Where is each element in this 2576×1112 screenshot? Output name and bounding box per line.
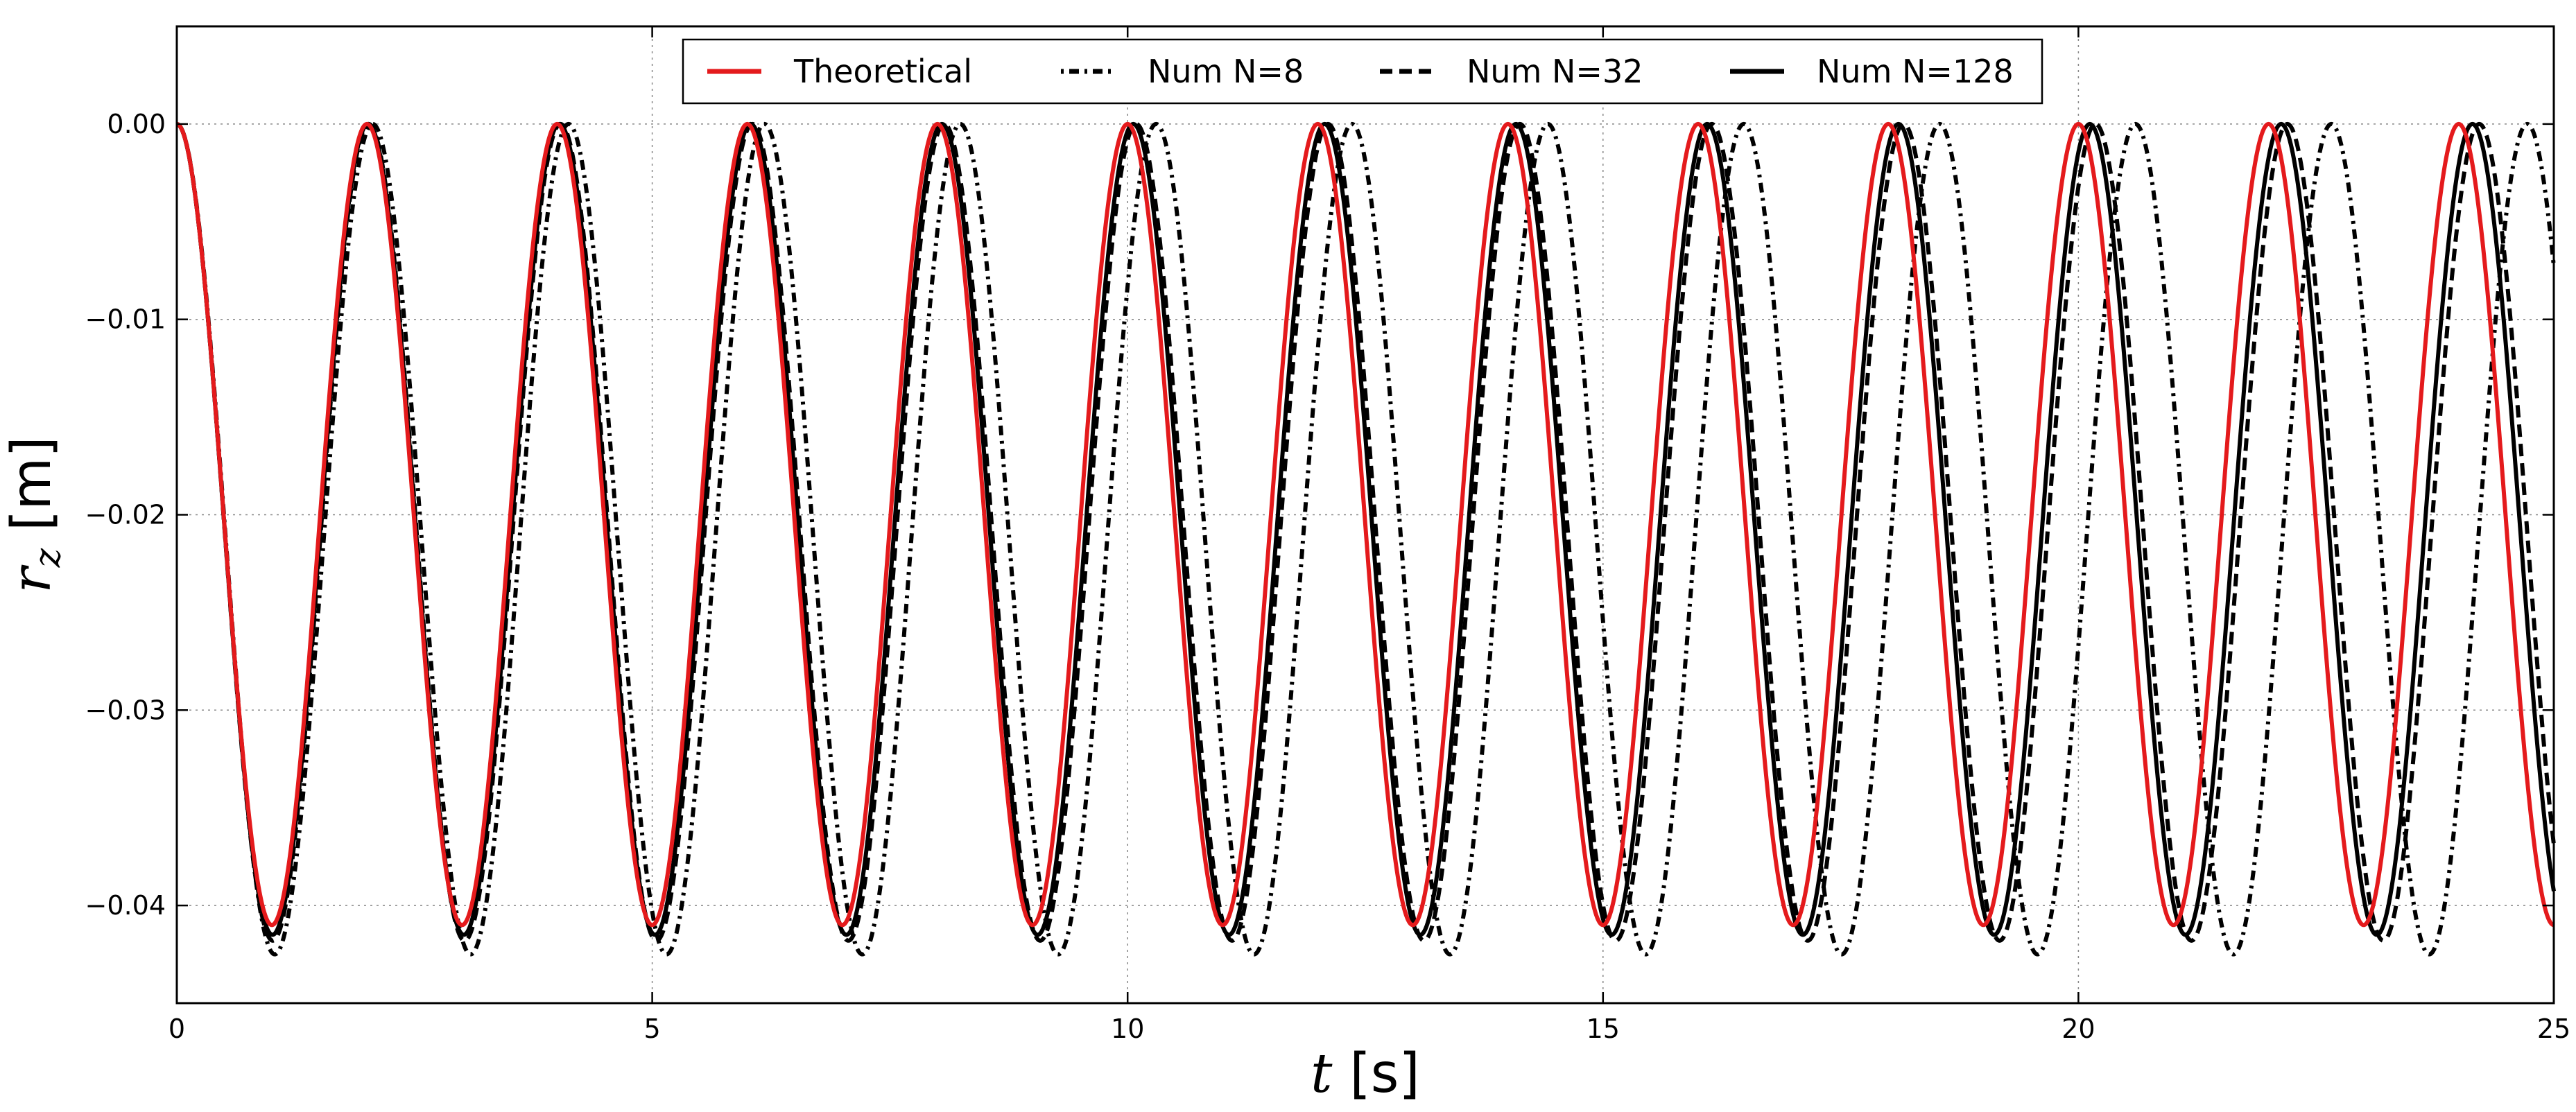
y-tick-label: −0.01 <box>85 304 166 335</box>
y-tick-label: −0.03 <box>85 695 166 725</box>
series-layer <box>175 121 2556 957</box>
y-tick-label: −0.04 <box>85 890 166 921</box>
y-axis-subscript: z <box>27 548 69 568</box>
legend-label: Theoretical <box>793 53 972 90</box>
x-axis-symbol: t <box>1311 1043 1333 1105</box>
y-axis-symbol: r <box>1 564 63 593</box>
x-tick-label: 10 <box>1111 1014 1144 1044</box>
ticks: 0 5 10 15 20 25 0.00 −0.01 −0.02 −0.03 −0.04 <box>85 26 2570 1044</box>
x-axis-label: t [s] <box>1311 1043 1420 1105</box>
x-tick-label: 15 <box>1587 1014 1620 1044</box>
legend-box <box>682 38 2043 105</box>
x-tick-label: 20 <box>2061 1014 2095 1044</box>
legend: Theoretical Num N=8 Num N=32 Num N=128 <box>682 38 2043 105</box>
x-tick-label: 25 <box>2537 1014 2570 1044</box>
y-axis-unit: [m] <box>1 436 63 548</box>
y-tick-label: 0.00 <box>107 109 166 139</box>
series-line-num-n-128 <box>175 121 2556 937</box>
legend-label: Num N=8 <box>1148 53 1304 90</box>
x-tick-label: 0 <box>168 1014 185 1044</box>
y-tick-label: −0.02 <box>85 500 166 530</box>
y-axis-label: rz [m] <box>1 436 69 593</box>
legend-label: Num N=32 <box>1467 53 1643 90</box>
x-tick-label: 5 <box>644 1014 661 1044</box>
legend-label: Num N=128 <box>1817 53 2014 90</box>
series-line-theoretical <box>175 121 2556 928</box>
x-axis-unit: [s] <box>1333 1043 1420 1105</box>
series-line-num-n-8 <box>175 121 2556 957</box>
